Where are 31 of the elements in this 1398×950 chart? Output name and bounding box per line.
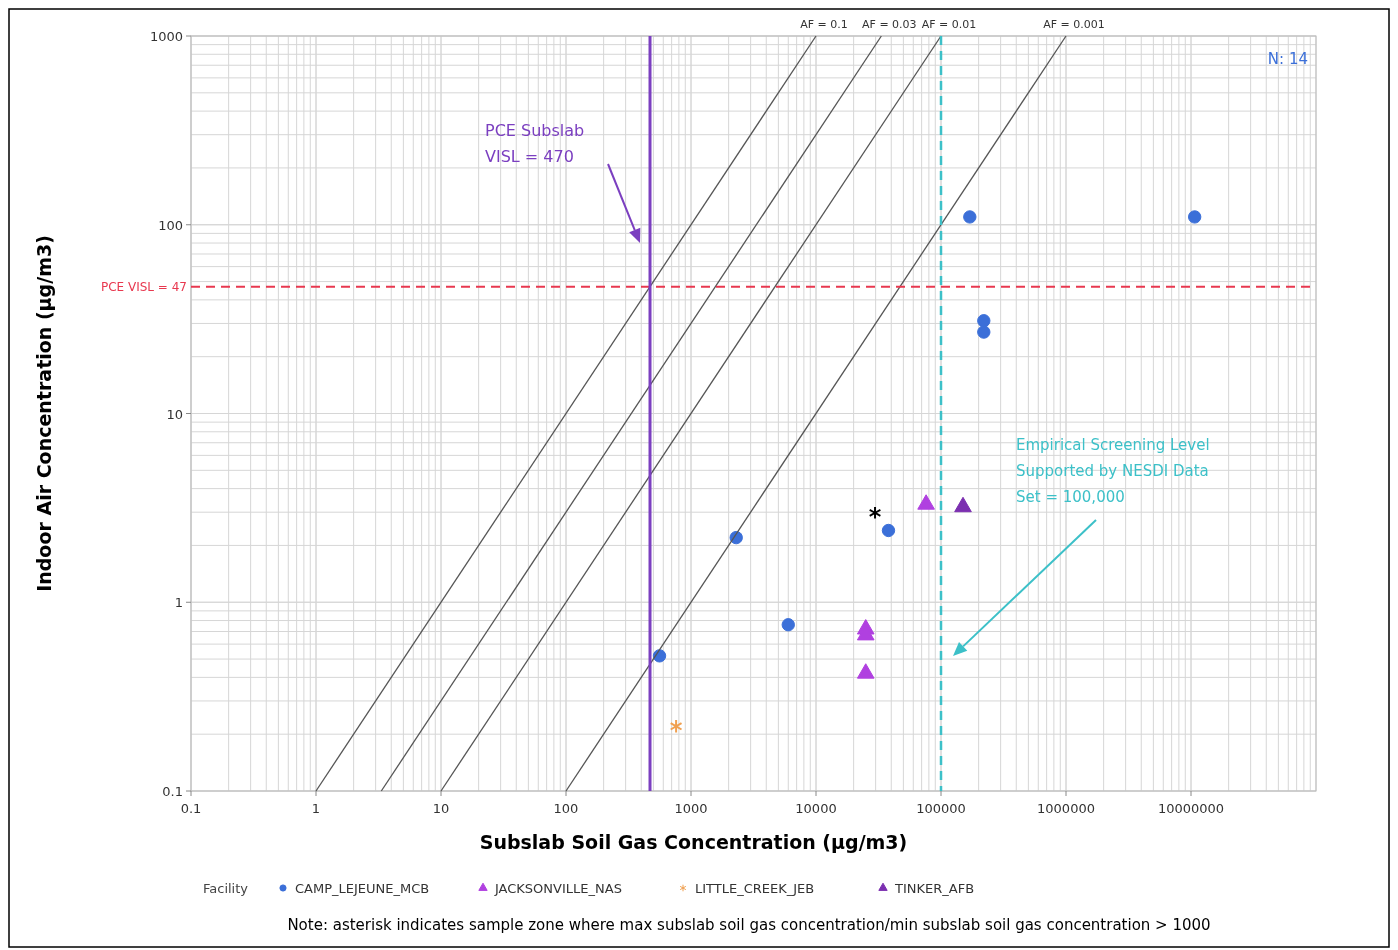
series-label: AF = 0.03 [862,18,917,31]
y-tick-label: 100 [158,217,183,233]
legend-label: CAMP_LEJEUNE_MCB [295,881,430,896]
legend-label: JACKSONVILLE_NAS [494,881,622,896]
ref-line-label: Empirical Screening Level Supported by NESDI Data Set = 100,000 [1016,436,1210,506]
x-tick-label: 1000 [674,801,708,816]
x-axis-title: Subslab Soil Gas Concentration (µg/m3) [479,831,908,853]
series-label: AF = 0.01 [921,18,977,31]
y-tick-label: 1 [174,595,183,611]
annotation: * [868,503,882,532]
y-tick-label: 0.1 [162,784,183,799]
x-tick-label: 1000000 [1037,801,1095,816]
legend-label: TINKER_AFB [894,881,975,896]
series-label: AF = 0.001 [1043,18,1105,31]
x-tick-label: 1 [311,801,321,816]
y-tick-label: 1000 [149,29,183,44]
y-tick-label: 10 [166,406,183,422]
x-tick-label: 100 [553,801,579,816]
x-tick-label: 10 [432,801,450,816]
annotation: N: 14 [1267,50,1308,68]
ref-line-label: PCE VISL = 47 [100,279,187,294]
ref-line-label: PCE Subslab VISL = 470 [485,121,585,166]
x-tick-label: 10000 [795,801,837,816]
series-label: AF = 0.1 [800,18,848,31]
x-tick-label: 10000000 [1157,801,1225,816]
text: Note: asterisk indicates sample zone where max subslab soil gas concentration/min subslab soil gas concentration > 1000 [287,916,1211,934]
x-tick-label: 100000 [916,801,966,816]
y-axis-title: Indoor Air Concentration (µg/m3) [33,235,55,592]
legend-label: LITTLE_CREEK_JEB [695,881,815,896]
x-tick-label: 0.1 [180,801,202,816]
legend-title: Facility [203,881,249,896]
